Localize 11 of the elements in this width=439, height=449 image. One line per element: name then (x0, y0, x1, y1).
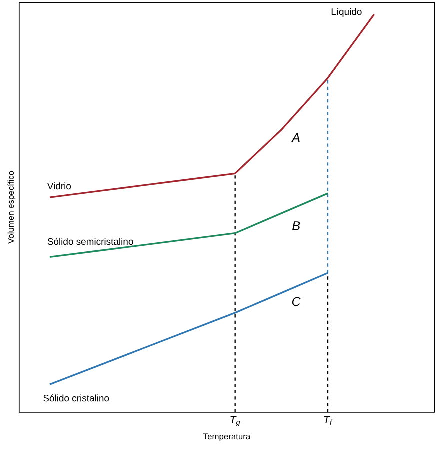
series-label: Líquido (332, 8, 362, 18)
x-tick-label: T$_{g}$ (230, 416, 240, 426)
annotation: C (292, 297, 301, 306)
series-label: Sólido semicristalino (48, 238, 134, 246)
x-tick-label: T$_{f}$ (324, 416, 332, 426)
series-label: Sólido cristalino (43, 394, 109, 402)
annotation: A (291, 133, 300, 142)
annotation: B (292, 222, 300, 230)
y-axis-title: Volumen específico (8, 171, 16, 244)
x-axis-title: Temperatura (203, 434, 251, 442)
series-label: Vidrio (47, 182, 71, 190)
